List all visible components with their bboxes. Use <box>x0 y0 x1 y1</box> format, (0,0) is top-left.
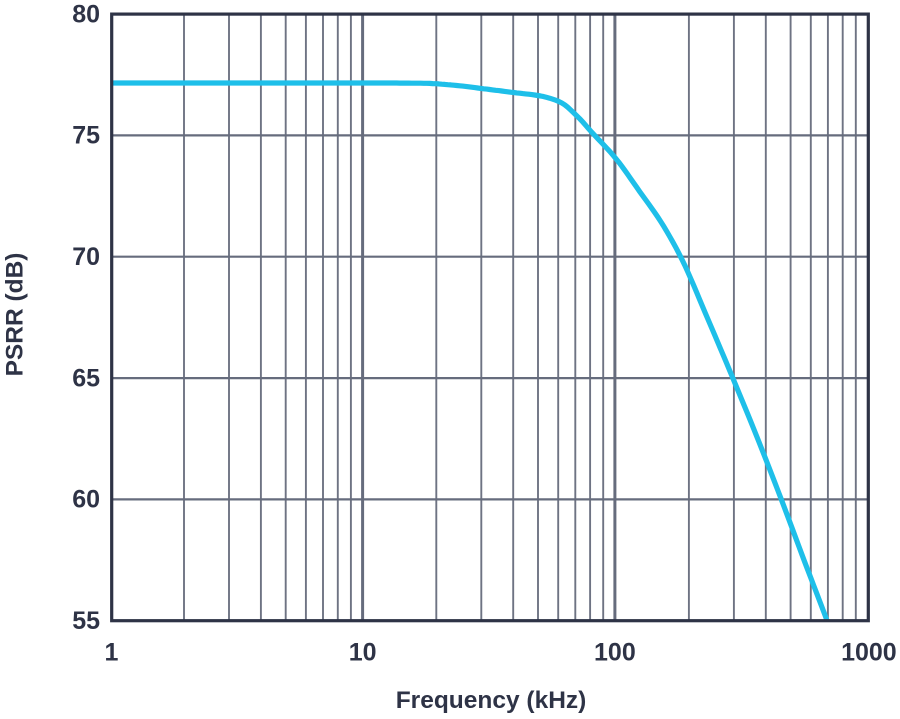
svg-text:70: 70 <box>72 243 100 271</box>
svg-text:75: 75 <box>72 122 100 150</box>
svg-text:55: 55 <box>72 607 100 635</box>
svg-text:60: 60 <box>72 486 100 514</box>
svg-text:Frequency (kHz): Frequency (kHz) <box>396 687 587 714</box>
svg-text:80: 80 <box>72 0 100 28</box>
svg-text:PSRR (dB): PSRR (dB) <box>2 253 29 377</box>
svg-text:1000: 1000 <box>841 639 897 667</box>
svg-text:10: 10 <box>349 639 377 667</box>
svg-text:100: 100 <box>594 639 636 667</box>
svg-text:65: 65 <box>72 364 100 392</box>
svg-text:1: 1 <box>105 639 119 667</box>
